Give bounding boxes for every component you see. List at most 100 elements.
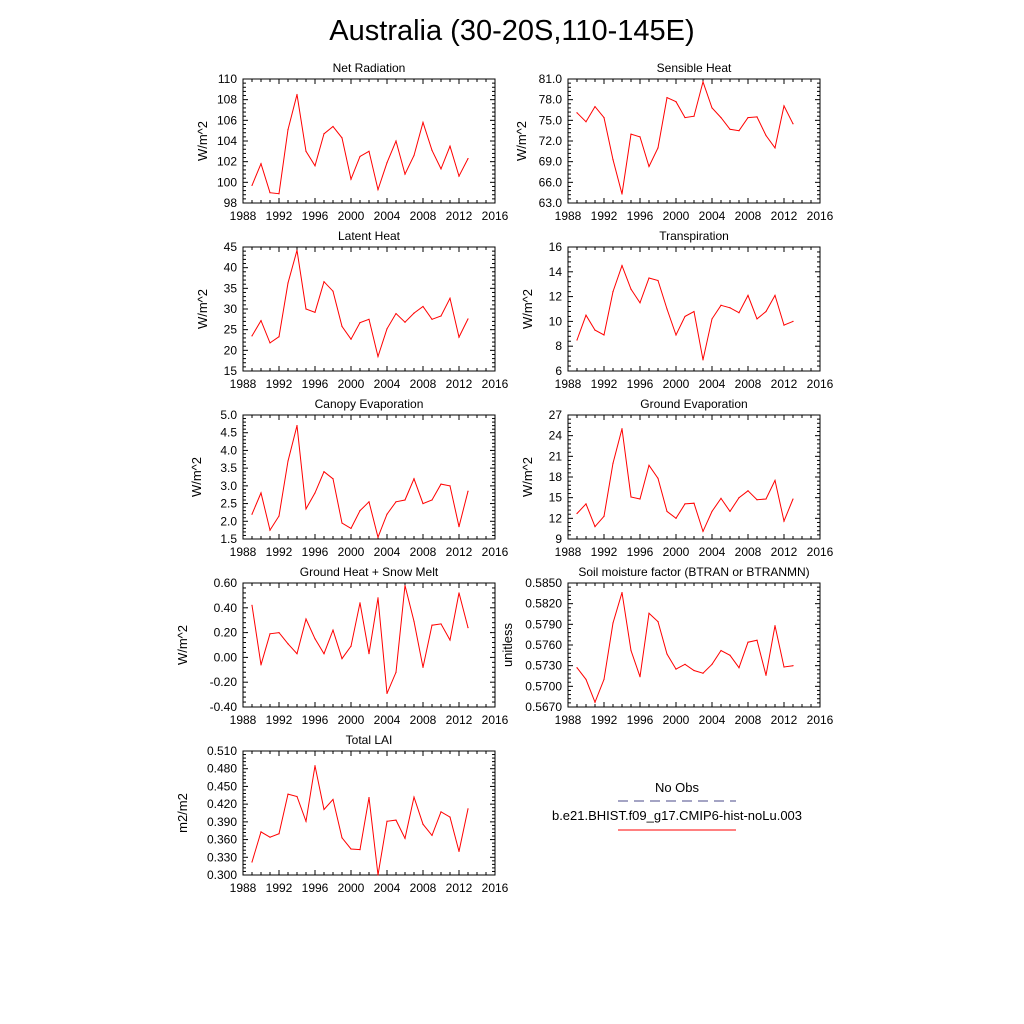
y-tick-label: 12	[549, 511, 563, 525]
panel-9: Total LAI 1988 1992 1996 2000 2004 2008 2012 201…	[175, 733, 509, 895]
data-point	[269, 529, 271, 531]
panel-title: Soil moisture factor (BTRAN or BTRANMN)	[578, 565, 809, 579]
data-point	[675, 668, 677, 670]
data-point	[594, 701, 596, 703]
x-tick-label: 2012	[771, 545, 798, 559]
y-tick-label: 10	[549, 314, 563, 328]
data-point	[350, 527, 352, 529]
data-point	[251, 604, 253, 606]
y-tick-label: 100	[217, 175, 237, 189]
data-point	[314, 492, 316, 494]
data-point	[314, 765, 316, 767]
panel-title: Latent Heat	[338, 229, 401, 243]
data-point	[431, 499, 433, 501]
data-point	[594, 329, 596, 331]
data-point	[377, 188, 379, 191]
panel-8: Soil moisture factor (BTRAN or BTRANMN) 1…	[500, 565, 834, 727]
x-tick-label: 2012	[446, 377, 473, 391]
x-tick-label: 2004	[374, 881, 401, 895]
x-tick-label: 2004	[699, 209, 726, 223]
data-point	[621, 428, 623, 430]
series-line	[576, 592, 794, 704]
data-point	[720, 116, 722, 119]
data-point	[747, 294, 749, 296]
data-point	[792, 665, 794, 667]
data-point	[359, 322, 361, 324]
x-tick-label: 1996	[627, 209, 654, 223]
data-point	[630, 133, 632, 135]
y-tick-label: -0.40	[210, 700, 238, 714]
data-point	[449, 816, 451, 818]
data-point	[350, 848, 352, 850]
data-point	[251, 513, 253, 515]
y-tick-label: 0.20	[214, 626, 238, 640]
x-tick-label: 1992	[591, 545, 618, 559]
data-point	[783, 520, 785, 522]
data-point	[675, 334, 677, 336]
data-point	[251, 184, 253, 187]
data-point	[287, 793, 289, 795]
x-tick-label: 2004	[699, 545, 726, 559]
data-point	[458, 526, 460, 528]
data-point	[783, 324, 785, 326]
data-point	[792, 320, 794, 322]
data-point	[458, 175, 460, 177]
data-point	[422, 666, 424, 668]
x-tick-label: 2016	[482, 881, 509, 895]
y-axis-label: W/m^2	[195, 121, 210, 161]
data-point	[296, 795, 298, 798]
data-point	[585, 678, 587, 681]
data-point	[422, 305, 424, 308]
panel-3: Latent Heat 1988 1992 1996 2000 2004 2008 2012 2…	[195, 229, 509, 391]
data-point	[648, 612, 650, 614]
data-point	[377, 536, 379, 538]
y-tick-label: 6	[555, 364, 562, 378]
x-tick-label: 2000	[338, 377, 365, 391]
series-line	[251, 425, 469, 539]
y-tick-label: 69.0	[539, 155, 563, 169]
x-tick-label: 2016	[807, 713, 834, 727]
y-tick-label: 20	[224, 343, 238, 357]
data-point	[783, 105, 785, 107]
data-point	[332, 629, 334, 631]
y-tick-label: 104	[217, 134, 237, 148]
data-point	[747, 490, 749, 492]
x-tick-label: 2008	[410, 713, 437, 727]
data-point	[603, 116, 605, 119]
series-line	[576, 428, 794, 533]
data-point	[296, 653, 298, 655]
y-tick-label: 25	[224, 323, 238, 337]
x-tick-label: 1992	[591, 713, 618, 727]
plot-frame	[567, 78, 821, 204]
data-point	[332, 125, 334, 128]
y-tick-label: 8	[555, 339, 562, 353]
data-point	[648, 165, 650, 168]
data-point	[657, 147, 659, 149]
data-point	[765, 310, 767, 313]
data-point	[702, 530, 704, 533]
y-tick-label: 9	[555, 532, 562, 546]
data-point	[278, 515, 280, 517]
data-point	[377, 355, 379, 358]
data-point	[774, 625, 776, 627]
data-point	[350, 338, 352, 340]
data-point	[738, 667, 740, 669]
x-tick-label: 2008	[410, 209, 437, 223]
data-point	[621, 592, 623, 594]
y-tick-label: 0.00	[214, 650, 238, 664]
data-point	[440, 315, 442, 317]
y-tick-label: 15	[224, 364, 238, 378]
data-point	[422, 121, 424, 123]
panel-7: Ground Heat + Snow Melt 1988 1992 1996 2000 2…	[175, 565, 509, 727]
data-point	[576, 667, 578, 669]
x-tick-label: 1988	[555, 377, 582, 391]
plot-frame	[567, 414, 821, 540]
panel-title: Ground Heat + Snow Melt	[300, 565, 439, 579]
data-point	[612, 159, 614, 161]
x-tick-label: 2008	[735, 545, 762, 559]
series-line	[251, 250, 469, 359]
data-point	[720, 304, 722, 306]
data-point	[467, 318, 469, 320]
x-tick-label: 1996	[302, 377, 329, 391]
